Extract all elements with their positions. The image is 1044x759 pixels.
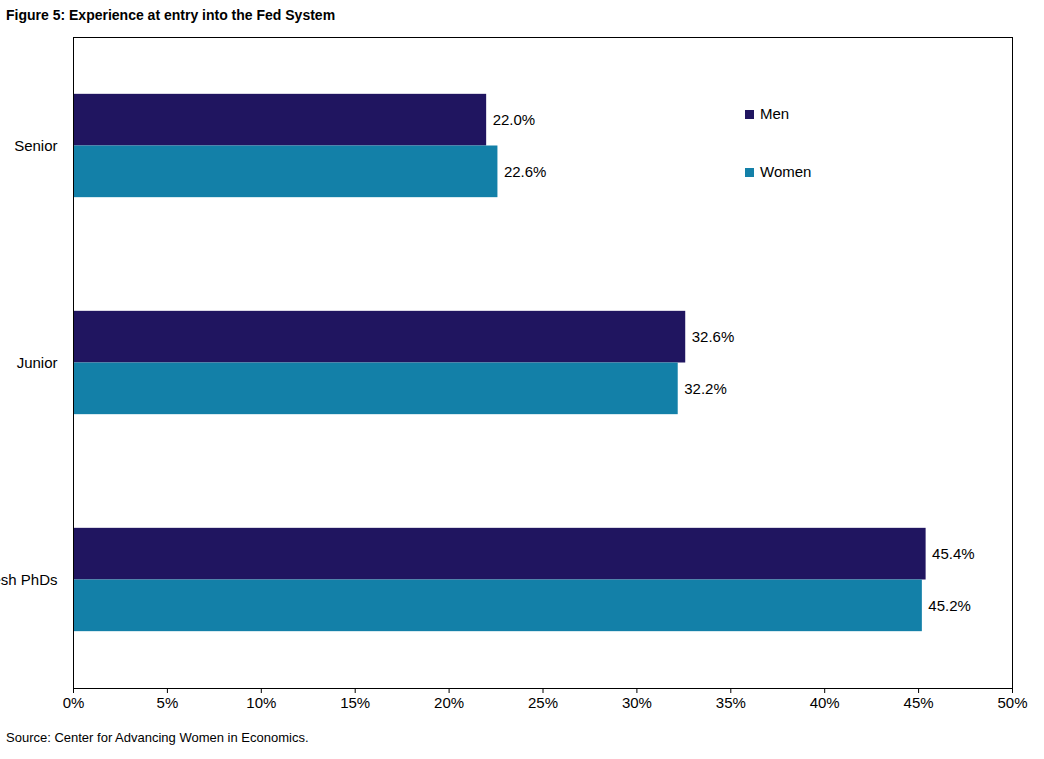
svg-text:25%: 25% xyxy=(528,694,558,711)
svg-text:35%: 35% xyxy=(716,694,746,711)
svg-text:22.6%: 22.6% xyxy=(504,163,547,180)
html-text:Women: Women xyxy=(760,163,812,180)
svg-text:10%: 10% xyxy=(246,694,276,711)
html-text:Figure 5: Experience at entry: Figure 5: Experience at entry into the F… xyxy=(6,7,336,23)
svg-text:40%: 40% xyxy=(810,694,840,711)
svg-text:45.4%: 45.4% xyxy=(932,545,975,562)
svg-text:Senior: Senior xyxy=(14,137,57,154)
html-text:Men: Men xyxy=(760,105,790,122)
svg-text:45%: 45% xyxy=(904,694,934,711)
svg-text:50%: 50% xyxy=(997,694,1027,711)
svg-text:5%: 5% xyxy=(157,694,179,711)
svg-text:32.6%: 32.6% xyxy=(692,328,735,345)
svg-text:Fresh PhDs: Fresh PhDs xyxy=(0,571,58,588)
svg-text:30%: 30% xyxy=(622,694,652,711)
svg-text:0%: 0% xyxy=(63,694,85,711)
svg-text:20%: 20% xyxy=(434,694,464,711)
svg-text:45.2%: 45.2% xyxy=(928,597,971,614)
svg-text:22.0%: 22.0% xyxy=(493,111,536,128)
svg-text:15%: 15% xyxy=(340,694,370,711)
svg-text:32.2%: 32.2% xyxy=(684,380,727,397)
svg-text:Junior: Junior xyxy=(17,354,58,371)
html-text:Source: Center for Advancing W: Source: Center for Advancing Women in Ec… xyxy=(6,730,309,745)
